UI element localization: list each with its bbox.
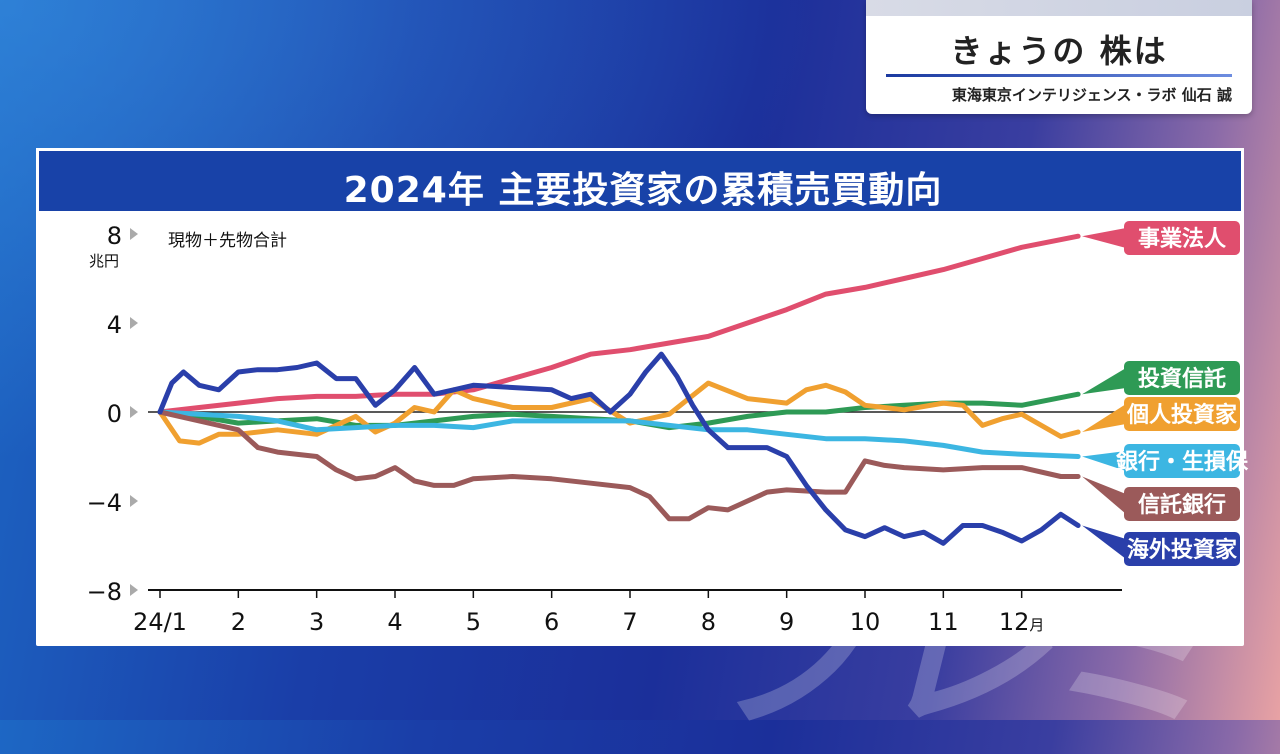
y-tick-label: 8	[107, 222, 122, 250]
legend-label: 銀行・生損保	[1116, 449, 1249, 475]
legend-box	[1124, 397, 1240, 431]
legend-box	[1124, 361, 1240, 395]
legend-box	[1124, 444, 1240, 478]
program-title-card: きょうの 株は 東海東京インテリジェンス・ラボ 仙石 誠	[866, 0, 1252, 114]
legend-label: 海外投資家	[1127, 537, 1238, 563]
y-tick-label: 0	[107, 400, 122, 428]
y-tick-label: −4	[87, 489, 122, 517]
legend-label: 投資信託	[1138, 366, 1226, 392]
legend-pointer	[1082, 368, 1126, 395]
legend-pointer	[1082, 525, 1126, 559]
chart-title: 2024年 主要投資家の累積売買動向	[343, 170, 943, 211]
legend-label: 信託銀行	[1138, 492, 1226, 518]
x-tick-label: 4	[387, 608, 402, 636]
series-line	[157, 351, 1081, 546]
y-tick-label: −8	[87, 578, 122, 606]
y-tick-marker	[130, 317, 138, 329]
legend-label: 個人投資家	[1126, 402, 1238, 428]
x-tick-label: 7	[622, 608, 637, 636]
x-tick-label: 24/1	[133, 608, 187, 636]
x-tick-label: 9	[779, 608, 794, 636]
x-tick-label: 6	[544, 608, 559, 636]
x-tick-label: 10	[850, 608, 881, 636]
chart-subtitle: 現物＋先物合計	[168, 231, 287, 251]
program-title-divider	[886, 74, 1232, 77]
legend-pointer	[1082, 404, 1126, 433]
legend-box	[1124, 532, 1240, 566]
y-tick-marker	[130, 495, 138, 507]
program-card-top-strip	[866, 0, 1252, 16]
legend-pointer	[1082, 476, 1126, 514]
y-tick-marker	[130, 228, 138, 240]
line-chart: 8 4 0 −4 −8 兆円 現物＋先物合計 24/1 2 3 4 5 6 7 8 9 10 11 12月 事業法人投…	[86, 221, 1249, 636]
series-line	[157, 380, 1081, 446]
legend-pointer	[1082, 451, 1126, 471]
y-tick-label: 4	[107, 311, 122, 339]
x-tick-label: 8	[701, 608, 716, 636]
legend-box	[1124, 487, 1240, 521]
presenter-byline: 東海東京インテリジェンス・ラボ 仙石 誠	[951, 86, 1232, 104]
x-tick-label: 5	[466, 608, 481, 636]
legend-pointer	[1082, 228, 1126, 248]
series-line	[157, 409, 1081, 459]
x-tick-label: 2	[231, 608, 246, 636]
x-tick-label: 3	[309, 608, 324, 636]
legend-label: 事業法人	[1138, 226, 1226, 252]
legend-box	[1124, 221, 1240, 255]
y-tick-marker	[130, 584, 138, 596]
x-tick-label: 11	[928, 608, 959, 636]
series-line	[157, 233, 1081, 415]
chart-panel: 2024年 主要投資家の累積売買動向	[36, 148, 1244, 646]
y-axis-unit: 兆円	[89, 252, 119, 270]
chart-title-bar: 2024年 主要投資家の累積売買動向	[36, 148, 1244, 214]
x-tick-label: 12月	[999, 608, 1045, 636]
y-tick-marker	[130, 406, 138, 418]
program-title: きょうの 株は	[950, 32, 1168, 70]
series-line	[157, 409, 1081, 522]
